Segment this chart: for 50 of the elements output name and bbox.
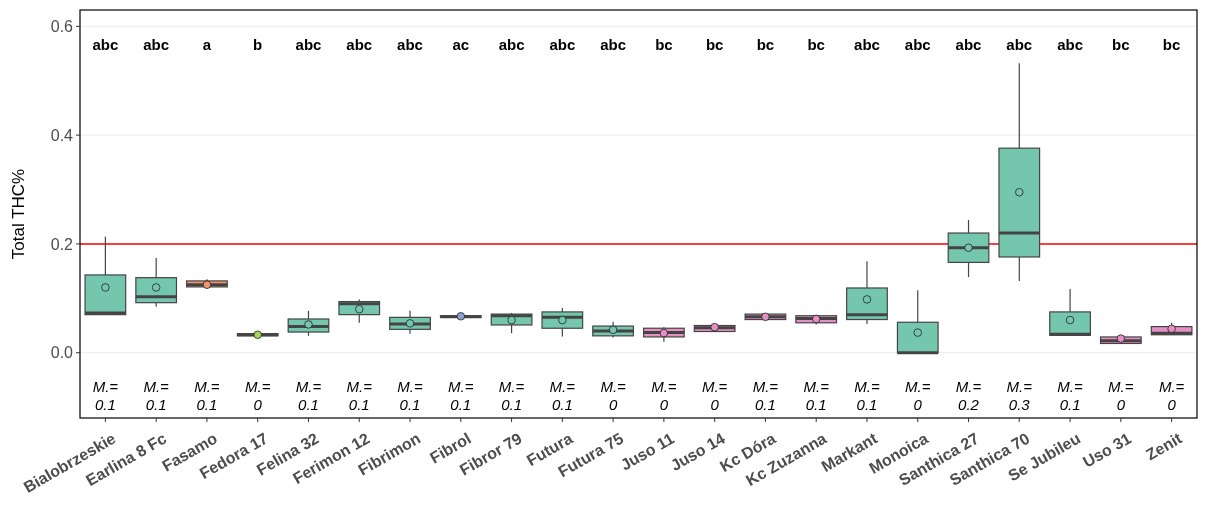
annotation: abc xyxy=(1057,36,1083,53)
annotation: M.= 0.1 xyxy=(397,378,423,413)
y-tick-label: 0.6 xyxy=(50,17,74,35)
annotation: M.= 0 xyxy=(905,378,931,413)
annotation: M.= 0.3 xyxy=(1006,378,1033,413)
annotation: abc xyxy=(904,36,931,53)
annotation: M.= 0.1 xyxy=(752,378,779,413)
y-tick-label: 0.4 xyxy=(50,126,74,144)
annotation: abc xyxy=(498,36,525,53)
annotation: M.= 0 xyxy=(1158,378,1185,413)
annotation: abc xyxy=(143,36,170,53)
annotation: abc xyxy=(397,36,423,53)
annotation: M.= 0.2 xyxy=(955,378,982,413)
annotation: b xyxy=(253,36,263,53)
annotation: bc xyxy=(705,36,724,53)
annotation: M.= 0.1 xyxy=(498,378,525,413)
annotation: M.= 0 xyxy=(244,378,271,413)
x-tick-label: Uso 31 xyxy=(1080,429,1135,471)
annotation: abc xyxy=(600,36,627,53)
annotation: a xyxy=(202,36,212,53)
annotation: abc xyxy=(854,36,880,53)
annotation: M.= 0 xyxy=(651,378,677,413)
annotation: M.= 0 xyxy=(1108,378,1134,413)
annotation: M.= 0.1 xyxy=(803,378,830,413)
annotation: bc xyxy=(807,36,825,53)
annotation: M.= 0.1 xyxy=(143,378,170,413)
annotation: M.= 0.1 xyxy=(295,378,322,413)
y-tick-label: 0.0 xyxy=(50,344,74,362)
annotation: M.= 0.1 xyxy=(854,378,880,413)
annotation: M.= 0 xyxy=(600,378,627,413)
annotation: M.= 0.1 xyxy=(448,378,474,413)
annotation: abc xyxy=(92,36,119,53)
annotation: bc xyxy=(1162,36,1181,53)
annotation: abc xyxy=(346,36,373,53)
y-tick-label: 0.2 xyxy=(50,235,74,253)
annotation: M.= 0.1 xyxy=(549,378,576,413)
annotation: bc xyxy=(756,36,775,53)
annotation: ac xyxy=(452,36,470,53)
annotation: abc xyxy=(295,36,322,53)
annotation: abc xyxy=(549,36,576,53)
annotation: bc xyxy=(655,36,673,53)
annotation: bc xyxy=(1112,36,1130,53)
annotation: M.= 0 xyxy=(701,378,728,413)
annotation: abc xyxy=(1006,36,1033,53)
annotation: M.= 0.1 xyxy=(92,378,119,413)
annotation: M.= 0.1 xyxy=(346,378,373,413)
y-axis-title: Total THC% xyxy=(9,168,28,260)
annotation: M.= 0.1 xyxy=(1057,378,1084,413)
annotation: abc xyxy=(955,36,982,53)
annotation: M.= 0.1 xyxy=(194,378,220,413)
